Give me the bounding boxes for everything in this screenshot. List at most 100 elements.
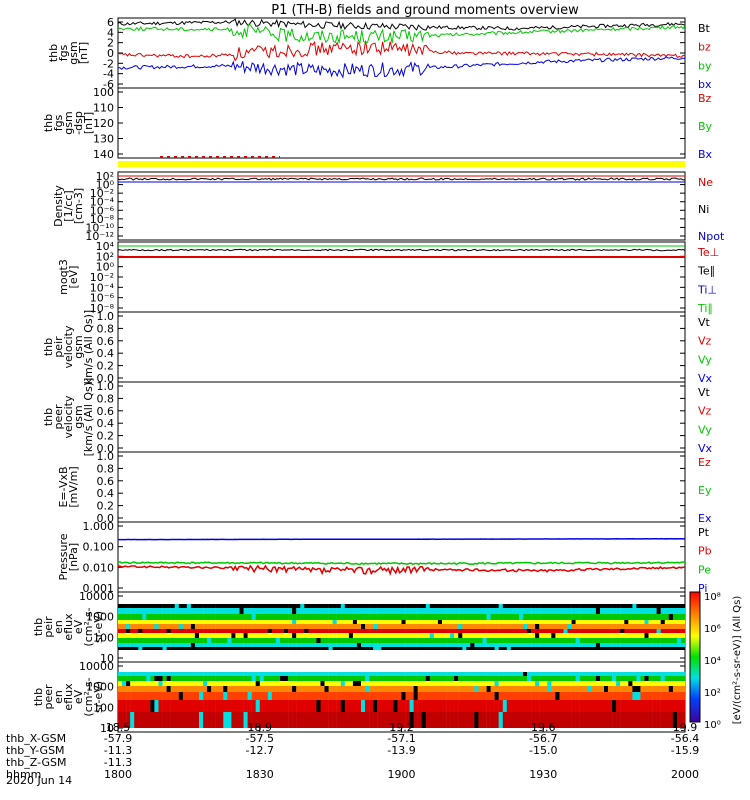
heatmap-cell [316, 633, 321, 638]
heatmap-cell [604, 643, 609, 647]
heatmap-cell [490, 700, 495, 712]
heatmap-cell [247, 604, 252, 608]
heatmap-cell [636, 624, 641, 629]
heatmap-cell [118, 608, 123, 614]
heatmap-cell [284, 608, 289, 614]
heatmap-cell [352, 633, 358, 638]
heatmap-cell [608, 700, 613, 712]
heatmap-cell [239, 700, 244, 712]
heatmap-cell [146, 643, 151, 647]
heatmap-cell [284, 633, 289, 638]
heatmap-cell [373, 647, 378, 650]
heatmap-cell [235, 681, 240, 686]
heatmap-cell [664, 633, 670, 638]
heatmap-cell [523, 608, 528, 614]
y-label-line: [nT] [82, 112, 95, 134]
heatmap-cell [506, 672, 512, 676]
heatmap-cell [519, 647, 524, 650]
heatmap-cell [433, 643, 439, 647]
heatmap-cell [207, 638, 212, 643]
heatmap-cell [401, 638, 406, 643]
heatmap-cell [271, 692, 277, 700]
heatmap-cell [644, 620, 649, 624]
heatmap-cell [502, 672, 508, 676]
heatmap-cell [275, 643, 281, 647]
heatmap-cell [373, 672, 378, 676]
heatmap-cell [429, 604, 435, 608]
heatmap-cell [186, 643, 192, 647]
heatmap-cell [539, 633, 544, 638]
heatmap-cell [178, 647, 184, 650]
heatmap-cell [255, 712, 260, 728]
heatmap-cell [361, 608, 366, 614]
heatmap-cell [563, 629, 568, 633]
heatmap-cell [624, 624, 629, 629]
heatmap-cell [575, 604, 580, 608]
heatmap-cell [288, 620, 293, 624]
legend-Ex: Ex [698, 512, 712, 525]
heatmap-cell [207, 700, 212, 712]
heatmap-cell [348, 681, 354, 686]
heatmap-cell [296, 643, 301, 647]
heatmap-cell [393, 638, 398, 643]
heatmap-cell [385, 620, 390, 624]
heatmap-cell [442, 692, 447, 700]
heatmap-cell [316, 676, 321, 681]
heatmap-cell [600, 633, 605, 638]
heatmap-cell [227, 629, 232, 633]
heatmap-cell [243, 712, 248, 728]
heatmap-cell [551, 647, 556, 650]
heatmap-cell [118, 676, 123, 681]
heatmap-cell [316, 604, 321, 608]
heatmap-cell [211, 647, 216, 650]
heatmap-cell [203, 614, 208, 620]
heatmap-cell [583, 620, 589, 624]
heatmap-cell [186, 608, 192, 614]
heatmap-cell [640, 624, 645, 629]
heatmap-cell [292, 681, 297, 686]
heatmap-cell [425, 681, 431, 686]
heatmap-cell [458, 614, 463, 620]
heatmap-cell [433, 614, 439, 620]
heatmap-cell [539, 638, 544, 643]
heatmap-cell [482, 712, 487, 728]
heatmap-cell [320, 672, 325, 676]
heatmap-cell [150, 686, 155, 692]
heatmap-cell [336, 629, 341, 633]
heatmap-cell [446, 629, 451, 633]
heatmap-cell [604, 700, 609, 712]
heatmap-cell [377, 647, 382, 650]
heatmap-cell [559, 712, 564, 728]
heatmap-cell [506, 647, 512, 650]
heatmap-cell [506, 700, 512, 712]
heatmap-cell [535, 620, 540, 624]
heatmap-cell [583, 638, 589, 643]
heatmap-cell [162, 700, 167, 712]
heatmap-cell [142, 676, 147, 681]
heatmap-cell [259, 624, 265, 629]
heatmap-cell [405, 692, 410, 700]
heatmap-cell [190, 686, 196, 692]
heatmap-cell [328, 638, 333, 643]
heatmap-cell [397, 672, 402, 676]
heatmap-cell [523, 604, 528, 608]
heatmap-cell [194, 604, 200, 608]
heatmap-cell [166, 712, 171, 728]
heatmap-cell [336, 672, 341, 676]
heatmap-cell [523, 672, 528, 676]
heatmap-cell [567, 608, 572, 614]
heatmap-cell [478, 681, 483, 686]
heatmap-cell [166, 681, 171, 686]
y-tick-label: 0.6 [97, 335, 115, 348]
heatmap-cell [344, 604, 350, 608]
heatmap-cell [162, 608, 167, 614]
heatmap-cell [668, 676, 674, 681]
heatmap-cell [535, 686, 540, 692]
heatmap-cell [498, 620, 503, 624]
heatmap-cell [280, 700, 285, 712]
heatmap-cell [571, 638, 576, 643]
x-row-label: hhmm [6, 768, 41, 781]
heatmap-cell [154, 681, 159, 686]
heatmap-cell [251, 633, 256, 638]
heatmap-cell [275, 633, 281, 638]
